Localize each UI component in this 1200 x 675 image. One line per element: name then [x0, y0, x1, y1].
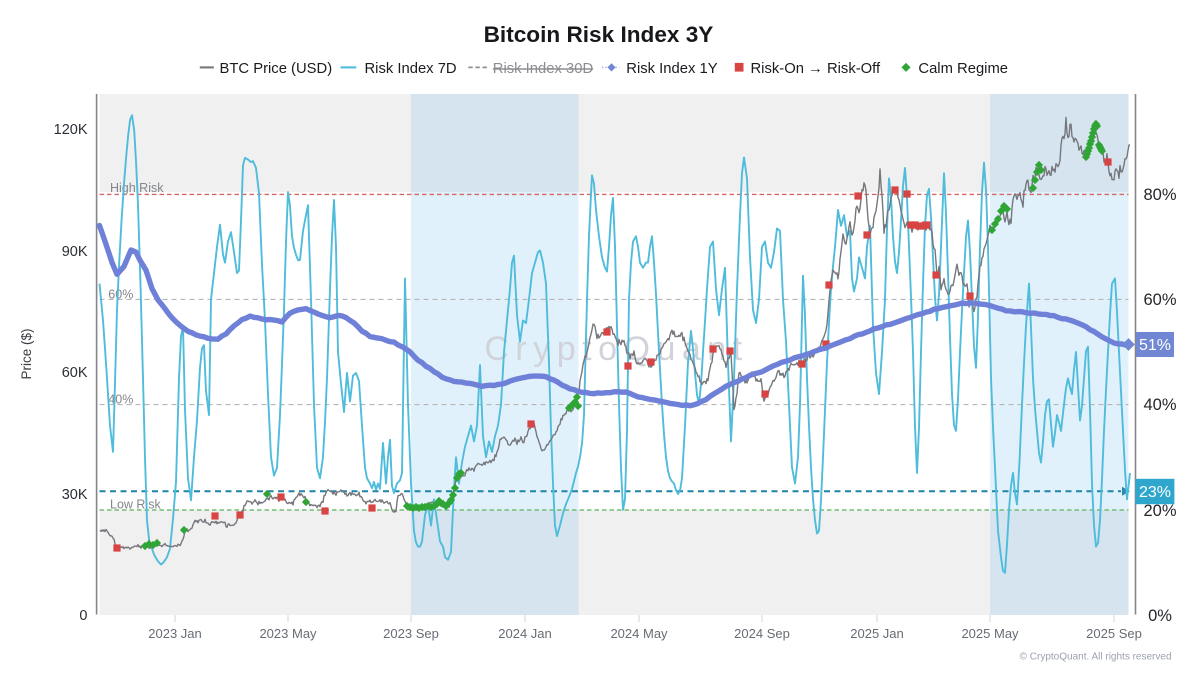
svg-text:2024 Jan: 2024 Jan: [498, 626, 552, 641]
svg-text:2023 May: 2023 May: [259, 626, 317, 641]
svg-text:0%: 0%: [1148, 607, 1172, 625]
svg-text:0: 0: [79, 608, 87, 624]
svg-text:Bitcoin Risk Index 3Y: Bitcoin Risk Index 3Y: [484, 22, 714, 47]
svg-text:120K: 120K: [54, 122, 88, 138]
svg-text:2023 Sep: 2023 Sep: [383, 626, 439, 641]
svg-text:60%: 60%: [108, 288, 133, 302]
svg-text:20%: 20%: [1143, 502, 1176, 520]
svg-text:© CryptoQuant. All rights rese: © CryptoQuant. All rights reserved: [1020, 652, 1172, 663]
svg-text:BTC Price (USD): BTC Price (USD): [220, 61, 333, 77]
svg-text:Risk Index 7D: Risk Index 7D: [365, 61, 457, 77]
svg-text:2025 May: 2025 May: [961, 626, 1019, 641]
svg-text:60K: 60K: [62, 365, 88, 381]
svg-text:30K: 30K: [62, 487, 88, 503]
svg-text:40%: 40%: [108, 393, 133, 407]
svg-text:2024 Sep: 2024 Sep: [734, 626, 790, 641]
svg-text:51%: 51%: [1139, 337, 1171, 354]
svg-text:Low Risk: Low Risk: [110, 498, 161, 512]
svg-text:90K: 90K: [62, 244, 88, 260]
svg-text:Calm Regime: Calm Regime: [918, 61, 1008, 77]
svg-text:2025 Jan: 2025 Jan: [850, 626, 904, 641]
svg-text:Price ($): Price ($): [19, 328, 34, 379]
svg-text:60%: 60%: [1143, 291, 1176, 309]
svg-text:80%: 80%: [1143, 186, 1176, 204]
svg-text:23%: 23%: [1139, 484, 1171, 501]
svg-text:2024 May: 2024 May: [610, 626, 668, 641]
svg-text:2025 Sep: 2025 Sep: [1086, 626, 1142, 641]
svg-text:Risk Index 30D: Risk Index 30D: [493, 61, 593, 77]
svg-text:Risk-On → Risk-Off: Risk-On → Risk-Off: [751, 61, 882, 77]
svg-text:40%: 40%: [1143, 396, 1176, 414]
svg-text:CryptoQuant: CryptoQuant: [484, 330, 748, 368]
svg-text:Risk Index 1Y: Risk Index 1Y: [626, 61, 717, 77]
svg-text:2023 Jan: 2023 Jan: [148, 626, 202, 641]
